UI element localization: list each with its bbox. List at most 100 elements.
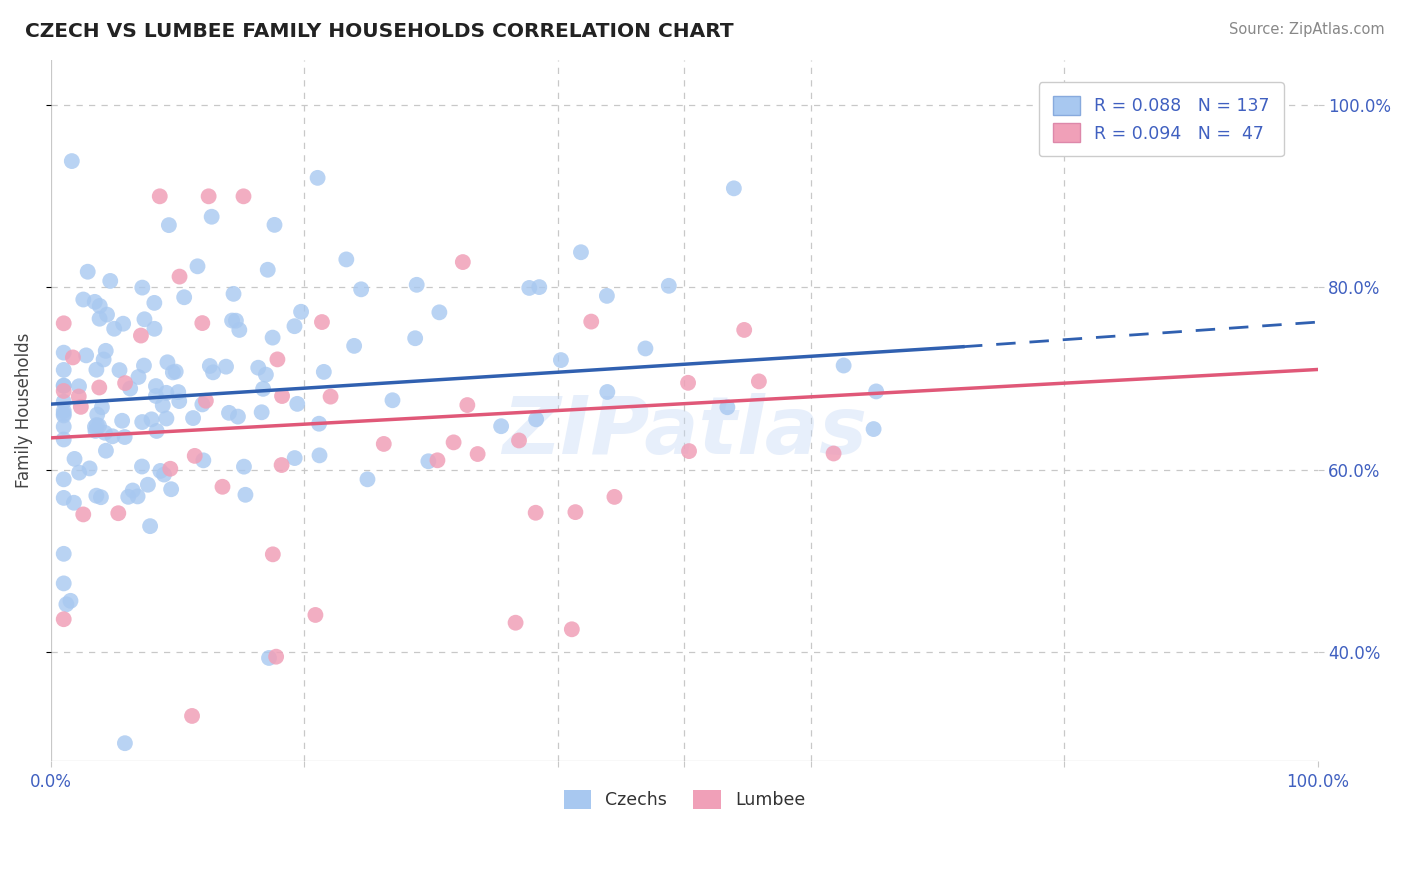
- Point: [52, 363, 75, 377]
- Point: [569, 245, 592, 260]
- Point: [70, 400, 93, 414]
- Point: [52, 419, 75, 434]
- Point: [98, 274, 121, 288]
- Point: [716, 401, 738, 415]
- Point: [226, 409, 249, 424]
- Point: [121, 483, 143, 498]
- Point: [157, 218, 180, 232]
- Point: [215, 359, 238, 374]
- Point: [197, 189, 219, 203]
- Point: [529, 280, 551, 294]
- Point: [235, 488, 257, 502]
- Point: [467, 447, 489, 461]
- Point: [191, 397, 214, 411]
- Point: [312, 365, 335, 379]
- Point: [225, 314, 247, 328]
- Point: [153, 467, 176, 482]
- Point: [52, 612, 75, 626]
- Point: [865, 384, 887, 399]
- Point: [52, 404, 75, 418]
- Point: [111, 414, 134, 428]
- Point: [127, 490, 149, 504]
- Point: [89, 311, 111, 326]
- Point: [373, 437, 395, 451]
- Point: [96, 308, 118, 322]
- Point: [676, 376, 699, 390]
- Point: [52, 407, 75, 421]
- Point: [55, 597, 77, 611]
- Point: [343, 339, 366, 353]
- Point: [155, 385, 177, 400]
- Point: [350, 282, 373, 296]
- Point: [191, 316, 214, 330]
- Point: [89, 299, 111, 313]
- Point: [90, 490, 112, 504]
- Point: [181, 411, 204, 425]
- Point: [136, 477, 159, 491]
- Point: [271, 389, 294, 403]
- Point: [186, 260, 208, 274]
- Point: [311, 315, 333, 329]
- Point: [62, 351, 84, 365]
- Point: [233, 459, 256, 474]
- Point: [145, 379, 167, 393]
- Point: [72, 508, 94, 522]
- Point: [67, 379, 90, 393]
- Point: [134, 312, 156, 326]
- Point: [52, 547, 75, 561]
- Point: [93, 352, 115, 367]
- Point: [381, 393, 404, 408]
- Point: [169, 269, 191, 284]
- Point: [52, 576, 75, 591]
- Point: [131, 459, 153, 474]
- Point: [86, 408, 108, 422]
- Point: [181, 709, 204, 723]
- Point: [114, 430, 136, 444]
- Point: [222, 286, 245, 301]
- Point: [127, 370, 149, 384]
- Point: [405, 277, 427, 292]
- Point: [356, 472, 378, 486]
- Point: [581, 315, 603, 329]
- Point: [508, 434, 530, 448]
- Point: [201, 210, 224, 224]
- Point: [84, 424, 107, 438]
- Point: [139, 519, 162, 533]
- Point: [524, 506, 547, 520]
- Point: [443, 435, 465, 450]
- Point: [155, 411, 177, 425]
- Point: [228, 323, 250, 337]
- Point: [108, 363, 131, 377]
- Point: [94, 343, 117, 358]
- Point: [173, 290, 195, 304]
- Point: [52, 378, 75, 392]
- Point: [83, 294, 105, 309]
- Point: [603, 490, 626, 504]
- Point: [60, 154, 83, 169]
- Point: [184, 449, 207, 463]
- Point: [87, 418, 110, 433]
- Point: [129, 328, 152, 343]
- Text: CZECH VS LUMBEE FAMILY HOUSEHOLDS CORRELATION CHART: CZECH VS LUMBEE FAMILY HOUSEHOLDS CORREL…: [25, 22, 734, 41]
- Point: [505, 615, 527, 630]
- Point: [263, 218, 285, 232]
- Point: [304, 607, 326, 622]
- Point: [678, 444, 700, 458]
- Point: [658, 278, 681, 293]
- Point: [131, 280, 153, 294]
- Point: [52, 316, 75, 330]
- Point: [596, 384, 619, 399]
- Point: [143, 296, 166, 310]
- Point: [596, 289, 619, 303]
- Point: [218, 406, 240, 420]
- Point: [194, 393, 217, 408]
- Point: [52, 345, 75, 359]
- Point: [427, 305, 450, 319]
- Legend: Czechs, Lumbee: Czechs, Lumbee: [557, 783, 813, 816]
- Point: [862, 422, 884, 436]
- Point: [75, 348, 97, 362]
- Point: [262, 547, 284, 561]
- Point: [156, 355, 179, 369]
- Point: [89, 380, 111, 394]
- Point: [94, 425, 117, 440]
